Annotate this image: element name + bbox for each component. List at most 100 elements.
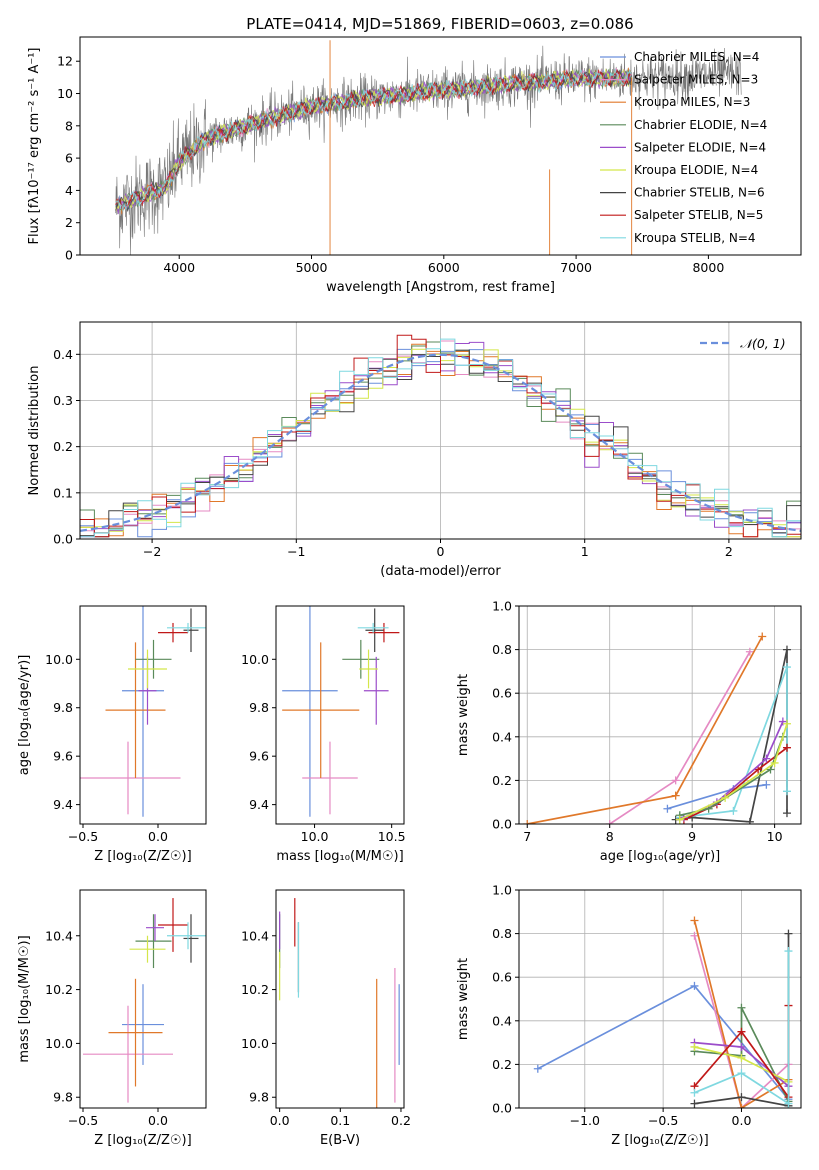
series-marker — [758, 632, 767, 641]
y-tick-label: 0.6 — [492, 970, 512, 985]
series-marker — [782, 645, 791, 654]
series-marker — [737, 1027, 746, 1036]
series-marker — [690, 931, 699, 940]
histogram-step — [80, 334, 801, 538]
series-marker — [663, 804, 672, 813]
y-tick-label: 0.2 — [492, 1057, 512, 1072]
plot-area — [80, 606, 206, 817]
x-tick-label: −1.0 — [570, 1113, 600, 1128]
x-axis-label: age [log₁₀(age/yr)] — [600, 849, 721, 864]
y-tick-label: 10 — [57, 86, 73, 101]
x-tick-label: −0.5 — [648, 1113, 678, 1128]
series-marker — [770, 758, 779, 767]
y-tick-label: 6 — [65, 151, 73, 166]
y-tick-label: 0 — [65, 248, 73, 263]
y-tick-label: 0.2 — [492, 773, 512, 788]
series-marker — [784, 947, 793, 956]
series-marker — [782, 719, 791, 728]
y-tick-label: 0.3 — [53, 393, 73, 408]
legend-label: 𝒩(0, 1) — [740, 336, 786, 351]
data-point — [282, 642, 360, 778]
series-marker — [729, 806, 738, 815]
series-marker — [745, 817, 754, 824]
data-point — [282, 606, 338, 817]
axes-frame — [79, 36, 802, 256]
panel-mass-weight-vs-Z: −1.0 −0.5 0.0 0.0 0.2 0.4 0.6 0.8 1.0 Z [log₁₀(Z/… — [456, 883, 802, 1148]
data-point — [135, 639, 172, 679]
axes-frame — [79, 605, 207, 825]
x-tick-label: 5000 — [296, 260, 328, 275]
series-marker — [784, 929, 793, 938]
legend-label: Kroupa ELODIE, N=4 — [634, 163, 758, 177]
y-tick-label: 9.4 — [249, 797, 269, 812]
legend-label: Kroupa STELIB, N=4 — [634, 231, 756, 245]
x-tick-label: 0.0 — [148, 829, 168, 844]
panel-mass-weight-vs-age: 7 8 9 10 0.0 0.2 0.4 0.6 0.8 1.0 age [log₁₀(age/yr… — [456, 599, 802, 864]
legend-label: Salpeter STELIB, N=5 — [634, 208, 763, 222]
data-point — [158, 622, 188, 643]
plot-area — [523, 632, 791, 824]
y-tick-label: 1.0 — [492, 599, 512, 614]
y-tick-label: 0.4 — [53, 347, 73, 362]
y-tick-label: 10.4 — [241, 928, 269, 943]
series-marker — [533, 1064, 542, 1073]
y-axis-label: mass weight — [456, 958, 471, 1040]
legend-label: Kroupa MILES, N=3 — [634, 95, 750, 109]
series-line — [683, 747, 788, 821]
y-tick-label: 10.0 — [45, 652, 73, 667]
data-point — [158, 898, 188, 952]
plot-area — [282, 606, 400, 817]
plot-area — [279, 898, 400, 1108]
series-marker — [782, 787, 791, 796]
legend-label: Chabrier STELIB, N=6 — [634, 186, 765, 200]
data-point — [83, 1005, 173, 1103]
y-tick-label: 10.2 — [45, 982, 73, 997]
y-tick-label: 9.4 — [53, 797, 73, 812]
series-marker — [737, 1042, 746, 1051]
x-tick-label: 0.0 — [270, 1113, 290, 1128]
x-tick-label: 8000 — [692, 260, 724, 275]
x-tick-label: 0.0 — [148, 1113, 168, 1128]
series-marker — [737, 1069, 746, 1078]
series-marker — [737, 1093, 746, 1102]
y-axis-label: mass weight — [456, 674, 471, 756]
y-tick-label: 0.6 — [492, 686, 512, 701]
y-tick-label: 4 — [65, 183, 73, 198]
y-axis-label: Flux [fλ10⁻¹⁷ erg cm⁻² s⁻¹ A⁻¹] — [27, 48, 42, 245]
legend-label: Chabrier MILES, N=4 — [634, 50, 759, 64]
y-tick-label: 0.4 — [492, 1013, 512, 1028]
y-tick-label: 9.8 — [53, 1090, 73, 1105]
plot-area — [533, 916, 793, 1108]
x-tick-label: 0.0 — [732, 1113, 752, 1128]
model-spectrum-line — [115, 69, 633, 212]
panel-spectrum: 4000 5000 6000 7000 8000 0 2 4 6 8 10 12 wavelength … — [27, 36, 802, 295]
y-tick-label: 10.0 — [241, 652, 269, 667]
y-tick-label: 9.8 — [249, 1090, 269, 1105]
y-tick-label: 10.4 — [45, 928, 73, 943]
series-line — [679, 666, 788, 819]
series-marker — [782, 809, 791, 818]
axes-frame — [518, 889, 802, 1109]
data-point — [363, 656, 389, 725]
y-tick-label: 0.8 — [492, 926, 512, 941]
y-axis-label: mass [log₁₀(M/M☉)] — [17, 935, 32, 1062]
x-axis-label: (data-model)/error — [380, 564, 501, 579]
series-marker — [737, 1053, 746, 1062]
data-point — [108, 978, 163, 1087]
data-point — [302, 741, 358, 815]
y-tick-label: 0.1 — [53, 485, 73, 500]
x-tick-label: 4000 — [163, 260, 195, 275]
y-tick-label: 0.0 — [492, 817, 512, 832]
y-tick-label: 10.0 — [45, 1036, 73, 1051]
y-tick-label: 9.6 — [249, 749, 269, 764]
x-tick-label: 10 — [767, 829, 783, 844]
series-marker — [690, 981, 699, 990]
series-marker — [690, 916, 699, 925]
series-marker — [784, 1099, 793, 1108]
x-tick-label: 10.5 — [378, 829, 406, 844]
series-marker — [737, 1104, 746, 1108]
series-line — [679, 736, 784, 817]
legend-label: Salpeter ELODIE, N=4 — [634, 140, 766, 154]
axes-frame — [79, 889, 207, 1109]
